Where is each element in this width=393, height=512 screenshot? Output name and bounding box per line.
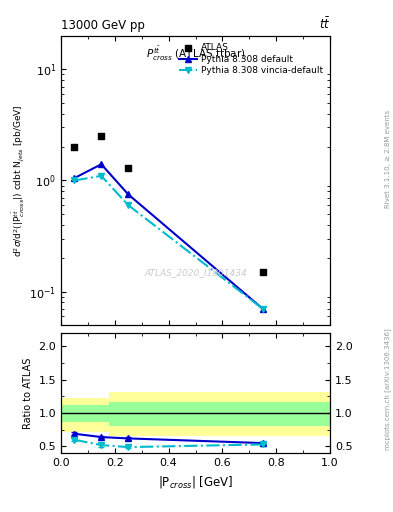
Text: ATLAS_2020_I1801434: ATLAS_2020_I1801434	[144, 269, 247, 278]
Pythia 8.308 vincia-default	[261, 306, 265, 312]
Y-axis label: Ratio to ATLAS: Ratio to ATLAS	[23, 357, 33, 429]
Line: Pythia 8.308 vincia-default: Pythia 8.308 vincia-default	[71, 173, 266, 312]
ATLAS	[98, 132, 105, 140]
Text: Rivet 3.1.10, ≥ 2.8M events: Rivet 3.1.10, ≥ 2.8M events	[385, 110, 391, 208]
Pythia 8.308 default	[261, 306, 265, 312]
Text: 13000 GeV pp: 13000 GeV pp	[61, 19, 145, 32]
X-axis label: |P$_{cross}$| [GeV]: |P$_{cross}$| [GeV]	[158, 474, 233, 489]
ATLAS	[125, 164, 131, 172]
Pythia 8.308 vincia-default	[126, 202, 130, 208]
Legend: ATLAS, Pythia 8.308 default, Pythia 8.308 vincia-default: ATLAS, Pythia 8.308 default, Pythia 8.30…	[176, 40, 326, 78]
Text: $P^{t\bar{t}}_{cross}$ (ATLAS ttbar): $P^{t\bar{t}}_{cross}$ (ATLAS ttbar)	[146, 45, 245, 63]
Pythia 8.308 vincia-default	[72, 178, 77, 184]
Text: mcplots.cern.ch [arXiv:1306.3436]: mcplots.cern.ch [arXiv:1306.3436]	[384, 328, 391, 450]
Pythia 8.308 default	[72, 175, 77, 181]
Line: Pythia 8.308 default: Pythia 8.308 default	[71, 161, 266, 312]
Text: $t\bar{t}$: $t\bar{t}$	[319, 17, 330, 32]
ATLAS	[260, 268, 266, 276]
ATLAS	[71, 143, 77, 151]
Pythia 8.308 vincia-default	[99, 173, 104, 179]
Y-axis label: d$^{2}\sigma$/d$^{2}$(|P$^{t\bar{t}}_{cross}$|) cdbt N$_{jets}$ [pb/GeV]: d$^{2}\sigma$/d$^{2}$(|P$^{t\bar{t}}_{cr…	[11, 104, 26, 257]
Pythia 8.308 default	[126, 191, 130, 198]
Pythia 8.308 default	[99, 161, 104, 167]
